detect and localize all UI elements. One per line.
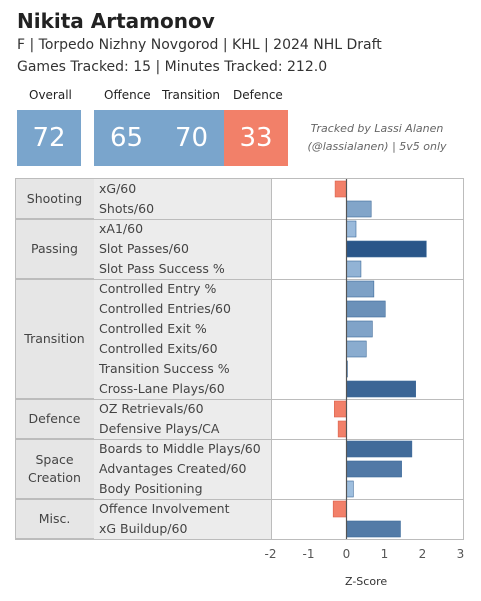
bar-shots-60 xyxy=(346,200,372,218)
x-tick-label: 0 xyxy=(342,547,351,561)
bar-advantages-created-60 xyxy=(346,460,402,478)
group-label: Passing xyxy=(15,219,94,279)
metric-label: xG/60 xyxy=(94,179,271,199)
overall-label: Overall xyxy=(29,88,72,102)
metric-label: Boards to Middle Plays/60 xyxy=(94,439,271,459)
group-label: Misc. xyxy=(15,499,94,539)
offence-score: 65 xyxy=(94,110,159,166)
bar-defensive-plays-ca xyxy=(337,420,347,438)
x-tick-label: -1 xyxy=(302,547,315,561)
metric-label: Body Positioning xyxy=(94,479,271,499)
transition-label: Transition xyxy=(162,88,221,102)
credit-line-2: (@lassialanen) | 5v5 only xyxy=(307,140,447,153)
bar-controlled-entry- xyxy=(346,280,375,298)
metric-label: Offence Involvement xyxy=(94,499,271,519)
metric-label: Advantages Created/60 xyxy=(94,459,271,479)
bar-xa1-60 xyxy=(346,220,357,238)
bar-boards-to-middle-plays-60 xyxy=(346,440,413,458)
metric-label: Controlled Exits/60 xyxy=(94,339,271,359)
x-tick-label: 1 xyxy=(380,547,389,561)
defence-label: Defence xyxy=(233,88,283,102)
metric-label: Slot Passes/60 xyxy=(94,239,271,259)
metric-label: Shots/60 xyxy=(94,199,271,219)
metric-label: Defensive Plays/CA xyxy=(94,419,271,439)
bar-controlled-entries-60 xyxy=(346,300,386,318)
defence-score: 33 xyxy=(224,110,288,166)
bar-transition-success- xyxy=(346,360,348,378)
x-axis-title: Z-Score xyxy=(345,575,388,588)
x-tick-label: 3 xyxy=(456,547,465,561)
group-label: Defence xyxy=(15,399,94,439)
tracking-summary: Games Tracked: 15 | Minutes Tracked: 212… xyxy=(17,59,328,75)
group-label: Space Creation xyxy=(15,439,94,499)
bar-controlled-exit- xyxy=(346,320,373,338)
metric-label: Controlled Entries/60 xyxy=(94,299,271,319)
metric-label: Transition Success % xyxy=(94,359,271,379)
metric-label: xG Buildup/60 xyxy=(94,519,271,539)
bar-oz-retrievals-60 xyxy=(334,400,347,418)
bar-controlled-exits-60 xyxy=(346,340,367,358)
bar-offence-involvement xyxy=(332,500,347,518)
metric-label: Controlled Entry % xyxy=(94,279,271,299)
credit-line-1: Tracked by Lassi Alanen xyxy=(310,122,444,135)
player-name: Nikita Artamonov xyxy=(17,9,215,33)
group-label: Transition xyxy=(15,279,94,399)
transition-score: 70 xyxy=(159,110,224,166)
bar-slot-passes-60 xyxy=(346,240,427,258)
overall-score: 72 xyxy=(17,110,81,166)
offence-label: Offence xyxy=(104,88,151,102)
group-label: Shooting xyxy=(15,179,94,219)
metric-label: Controlled Exit % xyxy=(94,319,271,339)
bar-xg-buildup-60 xyxy=(346,520,401,538)
metric-label: Cross-Lane Plays/60 xyxy=(94,379,271,399)
tracking-credit: Tracked by Lassi Alanen (@lassialanen) |… xyxy=(302,120,452,156)
x-tick-label: -2 xyxy=(264,547,277,561)
x-tick-label: 2 xyxy=(418,547,427,561)
metric-label: Slot Pass Success % xyxy=(94,259,271,279)
bar-xg-60 xyxy=(334,180,347,198)
metric-label: OZ Retrievals/60 xyxy=(94,399,271,419)
metric-label: xA1/60 xyxy=(94,219,271,239)
bar-cross-lane-plays-60 xyxy=(346,380,416,398)
bar-body-positioning xyxy=(346,480,354,498)
bar-slot-pass-success- xyxy=(346,260,362,278)
player-subtitle: F | Torpedo Nizhny Novgorod | KHL | 2024… xyxy=(17,37,382,53)
